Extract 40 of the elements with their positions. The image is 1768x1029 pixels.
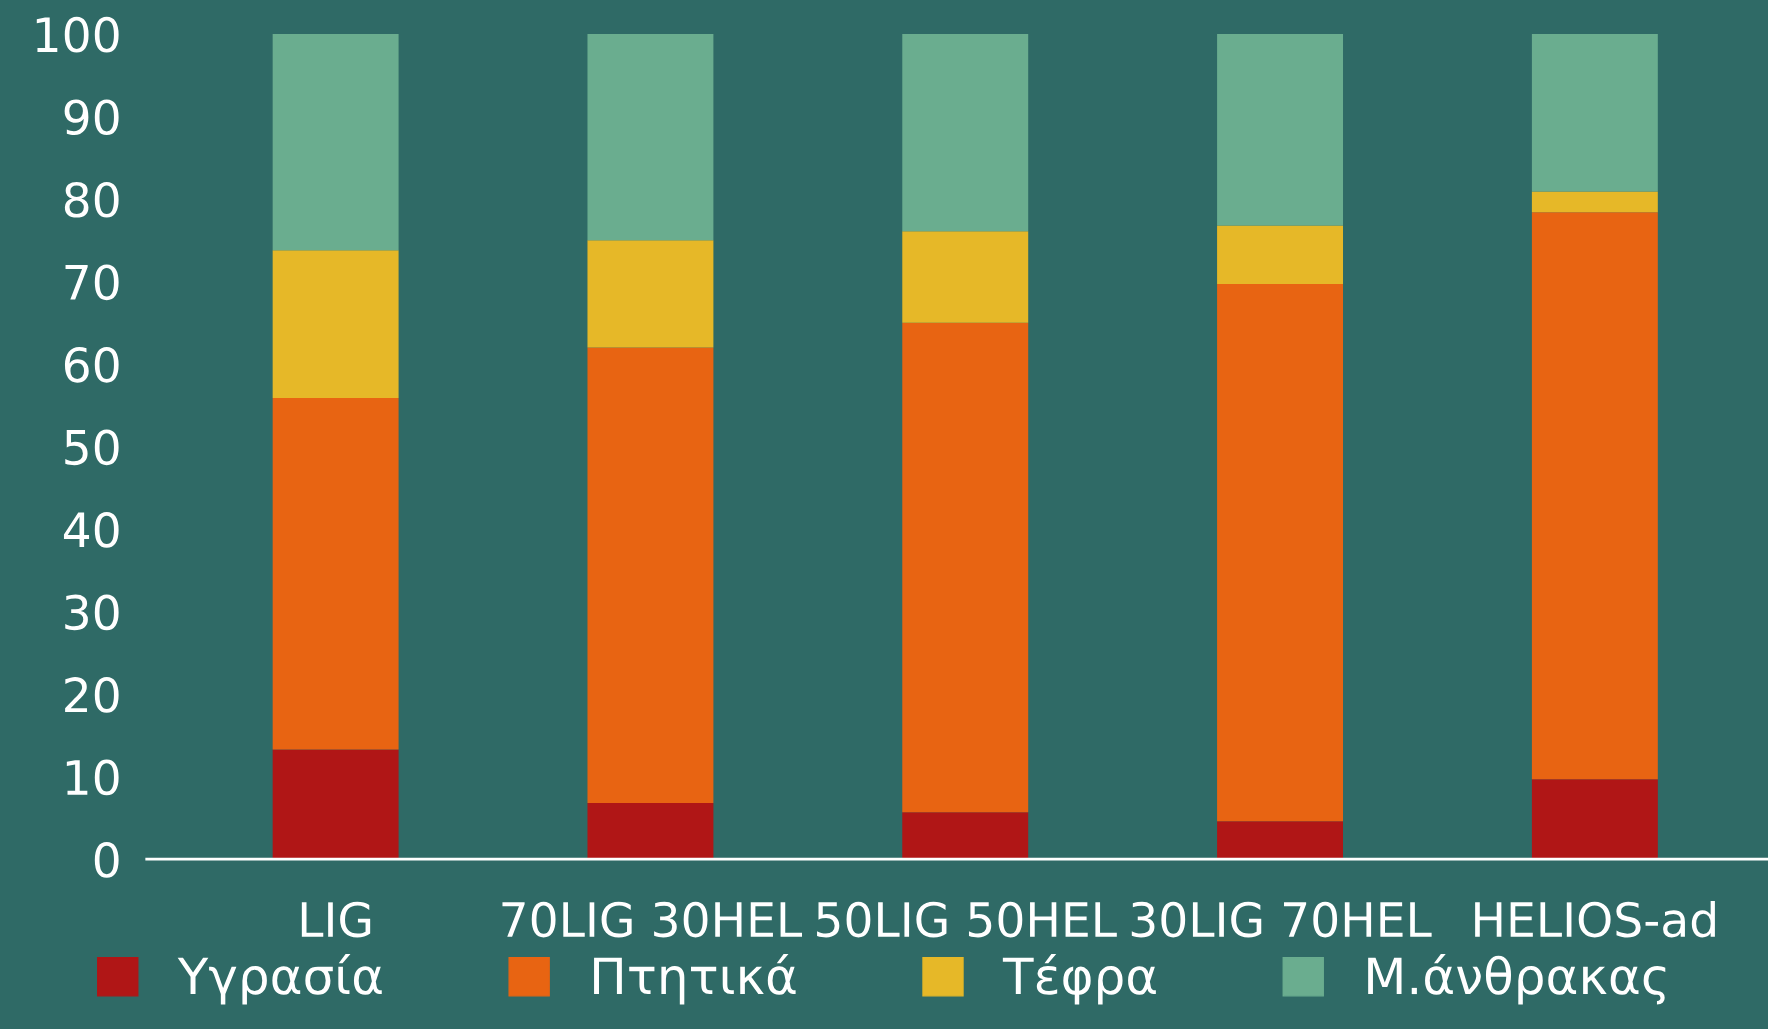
y-tick-label: 10 [66,759,119,796]
bar [1217,821,1344,860]
bar [587,240,714,348]
bar [1531,191,1658,213]
x-tick-label: 50LIG 50HEL [817,901,1117,938]
bar [902,231,1029,323]
bar [1531,212,1658,780]
bar [902,812,1029,860]
legend-label: Μ.άνθρακας [1368,954,1666,1005]
x-tick-label: HELIOS-ad [1475,900,1715,938]
bar [272,33,399,251]
bar [587,33,714,241]
x-tick-label: 70LIG 30HEL [502,901,803,938]
x-tick-label: LIG [301,901,371,938]
legend-label: Υγρασία [177,954,382,1005]
legend-label: Πτητικά [594,954,796,1005]
y-tick-label: 20 [65,677,119,713]
y-tick-label: 60 [64,346,119,383]
y-tick-label: 70 [65,264,119,301]
y-tick-label: 30 [65,594,119,631]
bar [1531,779,1658,860]
y-tick-label: 100 [36,16,119,53]
bar [1217,284,1344,822]
bar [272,749,399,860]
y-tick-label: 0 [94,842,119,878]
bar [1531,33,1658,192]
y-tick-label: 80 [64,181,119,218]
bar [902,322,1029,813]
bar [1217,33,1344,226]
bar [1217,225,1344,285]
bar [272,397,399,750]
y-tick-label: 50 [65,429,119,466]
bar [902,33,1029,232]
bar [272,250,399,398]
y-tick-label: 40 [63,512,119,548]
bar [587,347,714,804]
y-tick-label: 90 [64,99,119,136]
legend-label: Τέφρα [1002,954,1156,1005]
bar [587,803,714,860]
x-tick-label: 30LIG 70HEL [1131,901,1432,938]
